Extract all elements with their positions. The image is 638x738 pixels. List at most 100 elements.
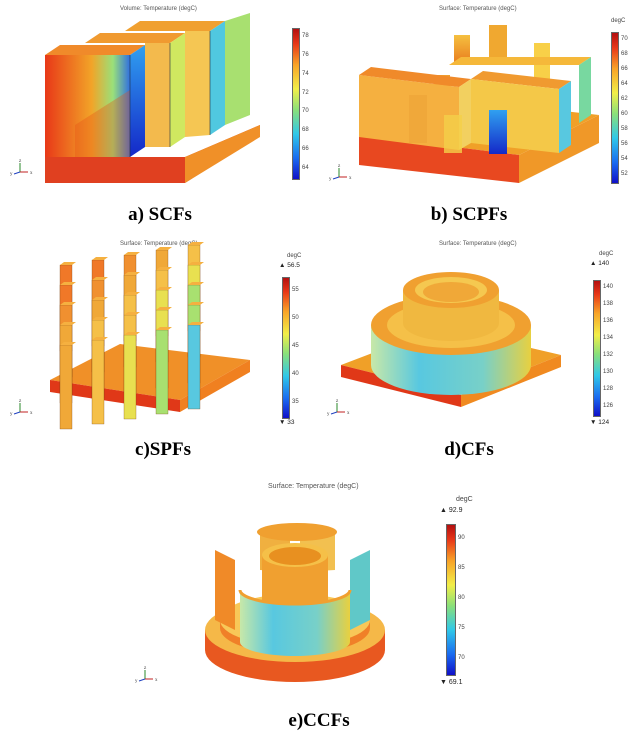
pin-fin-top	[124, 292, 140, 295]
colorbar-tick-label: 70	[458, 655, 465, 661]
pin-fin-top	[92, 297, 108, 300]
axis-x-label: x	[349, 176, 352, 181]
colorbar-tick-label: 58	[621, 125, 628, 132]
colorbar	[611, 32, 619, 184]
pin-fin-top	[124, 252, 140, 255]
colorbar-tick-label: 40	[292, 371, 299, 377]
colorbar-tick-label: 74	[302, 70, 309, 77]
axis-triad-icon: z y x	[329, 164, 352, 182]
pin-fin-top	[92, 317, 108, 320]
axis-z-label: z	[336, 399, 339, 404]
caption: d)CFs	[444, 439, 494, 460]
colorbar-tick-label: 134	[603, 335, 614, 342]
colorbar-tick-label: 50	[292, 315, 299, 321]
axis-triad-icon: z y x	[135, 666, 158, 684]
scpfs-heat-sink-render	[359, 25, 599, 183]
panel-cfs: Surface: Temperature (degC) z y x degC ▲…	[319, 235, 638, 465]
pin-fin-top	[156, 307, 172, 310]
colorbar-unit: degC	[599, 251, 614, 257]
plot-title: Surface: Temperature (degC)	[439, 241, 517, 247]
pin-fin-top	[124, 312, 140, 315]
colorbar-tick-label: 70	[302, 108, 309, 115]
colorbar-ticks: 78 76 74 72 70 68 66 64	[302, 28, 322, 178]
pin-fin-top	[156, 247, 172, 250]
axis-triad-icon: z y x	[10, 159, 33, 177]
colorbar-tick-label: 75	[458, 625, 465, 631]
colorbar	[282, 277, 290, 419]
colorbar-tick-label: 90	[458, 535, 465, 541]
pin-fin	[91, 339, 105, 425]
colorbar-tick-label: 85	[458, 565, 465, 571]
pin-fin-top	[60, 322, 76, 325]
caption: e)CCFs	[288, 710, 350, 731]
colorbar-max-label: ▲ 92.9	[440, 507, 463, 514]
spfs-heat-sink-render	[50, 242, 250, 430]
axis-x-label: x	[155, 678, 158, 683]
colorbar-tick-label: 132	[603, 351, 614, 358]
colorbar-tick-label: 64	[621, 80, 628, 87]
colorbar-unit: degC	[611, 18, 626, 24]
axis-y-label: y	[10, 172, 13, 177]
colorbar-tick-label: 80	[458, 595, 465, 601]
pin-fin-top	[188, 302, 204, 305]
axis-y-label: y	[10, 412, 13, 417]
colorbar	[446, 524, 456, 676]
colorbar-tick-label: 54	[621, 155, 628, 162]
pin-fin-top	[60, 342, 76, 345]
colorbar-tick-label: 128	[603, 385, 614, 392]
pin-fin	[123, 334, 137, 420]
colorbar-tick-label: 130	[603, 368, 614, 375]
axis-z-label: z	[338, 164, 341, 169]
plot-title: Volume: Temperature (degC)	[120, 6, 197, 12]
pin-fin-top	[188, 282, 204, 285]
colorbar-ticks: 70 68 66 64 62 60 58 56 54 52	[621, 32, 637, 182]
axis-x-label: x	[30, 411, 33, 416]
axis-triad-icon: z y x	[327, 399, 350, 417]
pin-fin-top	[156, 267, 172, 270]
colorbar-max-label: ▲ 140	[590, 260, 610, 267]
pin-fin-top	[92, 337, 108, 340]
colorbar-tick-label: 35	[292, 399, 299, 405]
pin-fin-top	[124, 272, 140, 275]
colorbar-tick-label: 70	[621, 35, 628, 42]
scfs-heat-sink-render	[45, 13, 260, 183]
pin-fin-top	[156, 327, 172, 330]
axis-y-label: y	[327, 412, 330, 417]
colorbar-tick-label: 140	[603, 284, 614, 291]
pin-fin	[155, 329, 169, 415]
axis-y-label: y	[135, 679, 138, 684]
colorbar-tick-label: 66	[621, 65, 628, 72]
colorbar-tick-label: 126	[603, 402, 614, 409]
axis-triad-icon: z y x	[10, 399, 33, 417]
colorbar-ticks: 90 85 80 75 70	[458, 524, 476, 674]
colorbar-tick-label: 136	[603, 318, 614, 325]
colorbar-tick-label: 62	[621, 95, 628, 102]
plot-title: Surface: Temperature (degC)	[268, 483, 359, 490]
axis-y-label: y	[329, 177, 332, 182]
colorbar-tick-label: 78	[302, 33, 309, 40]
colorbar-tick-label: 138	[603, 301, 614, 308]
ccfs-heat-sink-render	[205, 523, 385, 682]
pin-fin-top	[60, 302, 76, 305]
caption: b) SCPFs	[430, 204, 508, 225]
colorbar-unit: degC	[287, 253, 302, 259]
colorbar-min-label: ▼ 33	[279, 419, 295, 426]
pin-fin-top	[60, 282, 76, 285]
colorbar-ticks: 140 138 136 134 132 130 128 126	[603, 280, 621, 415]
colorbar	[292, 28, 300, 180]
axis-x-label: x	[347, 411, 350, 416]
colorbar-min-label: ▼ 69.1	[440, 679, 463, 686]
colorbar-max-label: ▲ 56.5	[279, 262, 300, 269]
colorbar-tick-label: 56	[621, 140, 628, 147]
panel-ccfs: Surface: Temperature (degC) z y x degC ▲…	[0, 470, 638, 738]
pin-fin-top	[124, 332, 140, 335]
panel-scfs: Volume: Temperature (degC) z y x 78 7	[0, 0, 319, 230]
colorbar-tick-label: 55	[292, 287, 299, 293]
pin-fin	[59, 344, 73, 430]
colorbar-tick-label: 66	[302, 145, 309, 152]
axis-x-label: x	[30, 171, 33, 176]
pin-fin	[187, 324, 201, 410]
caption: a) SCFs	[128, 204, 192, 225]
colorbar-tick-label: 64	[302, 164, 309, 171]
colorbar-tick-label: 68	[621, 50, 628, 57]
